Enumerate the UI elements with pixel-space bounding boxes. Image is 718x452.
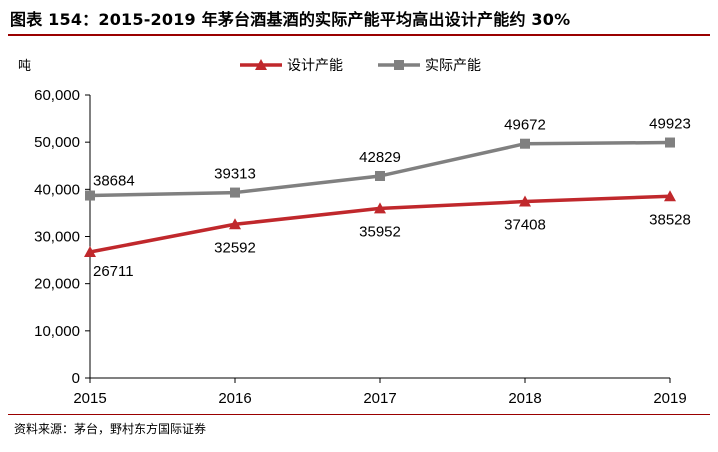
data-label: 37408	[504, 217, 546, 234]
x-tick-label: 2018	[508, 390, 541, 407]
y-tick-label: 50,000	[34, 134, 80, 151]
y-tick-label: 20,000	[34, 276, 80, 293]
data-point-square	[520, 138, 530, 149]
data-point-triangle	[664, 190, 676, 202]
y-tick-label: 10,000	[34, 323, 80, 340]
legend-marker-triangle	[255, 59, 267, 70]
x-tick-label: 2019	[653, 390, 686, 407]
data-label: 35952	[359, 223, 401, 240]
legend-marker-square	[394, 60, 404, 70]
data-label: 49672	[504, 117, 546, 134]
data-point-square	[375, 170, 385, 181]
data-label: 26711	[93, 263, 134, 280]
x-tick-label: 2015	[73, 390, 106, 407]
x-tick-label: 2017	[363, 390, 396, 407]
data-label: 39313	[214, 166, 256, 183]
y-axis-unit-label: 吨	[18, 59, 31, 74]
y-tick-label: 30,000	[34, 229, 80, 246]
data-point-triangle	[374, 202, 386, 214]
data-label: 42829	[359, 149, 401, 166]
y-tick-label: 0	[72, 370, 80, 387]
chart-axes: 0 10,000 20,000 30,000 40,000 50,000 60,000 201…	[34, 87, 687, 407]
legend-label: 设计产能	[287, 58, 343, 74]
y-tick-label: 40,000	[34, 181, 80, 198]
source-divider	[8, 414, 710, 415]
chart-series-layer: 26711 32592 35952 37408 38528 38684 39313 42829…	[84, 116, 691, 280]
figure-title: 图表 154：2015-2019 年茅台酒基酒的实际产能平均高出设计产能约 30…	[10, 10, 571, 29]
x-tick-label: 2016	[218, 390, 251, 407]
data-label: 49923	[649, 116, 691, 133]
data-label: 38528	[649, 211, 691, 228]
data-point-square	[230, 187, 240, 198]
data-point-triangle	[84, 246, 96, 258]
data-point-square	[85, 190, 95, 201]
legend-label: 实际产能	[425, 58, 481, 74]
data-label: 32592	[214, 239, 256, 256]
data-point-triangle	[519, 195, 531, 207]
chart-legend: 设计产能 实际产能	[240, 58, 481, 74]
data-label: 38684	[93, 173, 135, 190]
title-divider	[8, 34, 710, 36]
data-point-square	[665, 137, 675, 148]
data-point-triangle	[229, 218, 241, 230]
source-note: 资料来源：茅台，野村东方国际证券	[14, 422, 207, 436]
y-tick-label: 60,000	[34, 87, 80, 104]
